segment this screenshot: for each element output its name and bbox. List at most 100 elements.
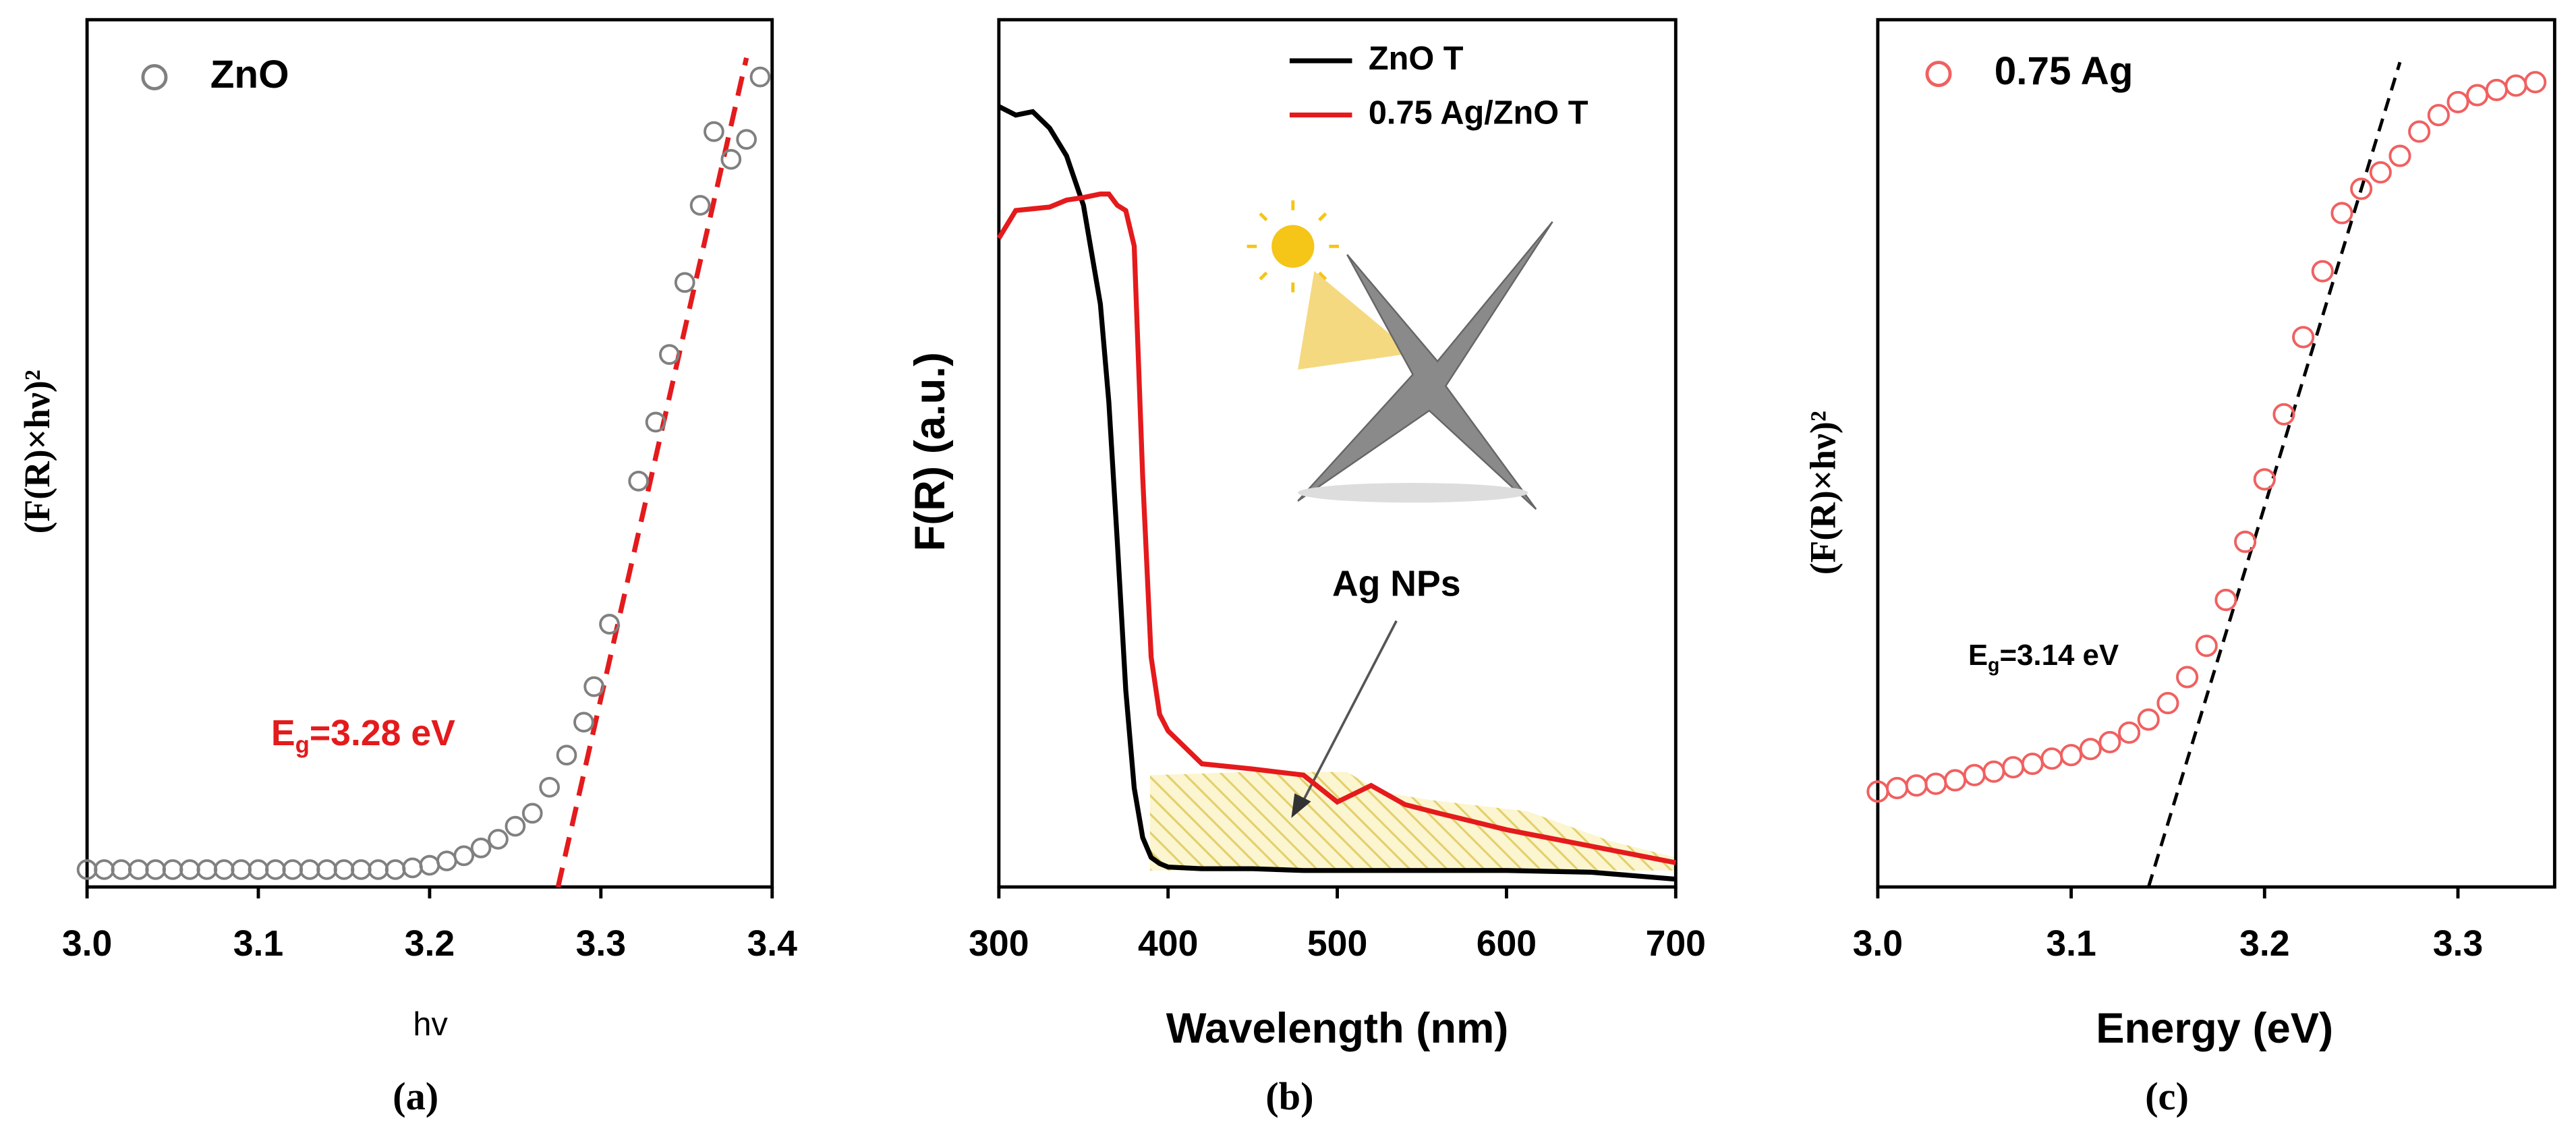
inset-illustration	[1247, 200, 1553, 510]
point	[573, 711, 594, 733]
point	[2021, 752, 2044, 776]
point	[556, 745, 577, 766]
point	[231, 859, 252, 880]
annotation-rest: =3.28 eV	[310, 713, 455, 753]
point	[583, 676, 605, 697]
x-tick-label: 300	[969, 923, 1029, 964]
x-tick-label: 600	[1477, 923, 1537, 964]
x-axis-label: Energy (eV)	[2096, 1005, 2333, 1052]
panel-label: (b)	[1265, 1074, 1313, 1118]
x-tick-label: 400	[1138, 923, 1198, 964]
point	[213, 859, 235, 880]
point	[2253, 468, 2276, 491]
x-tick-label: 500	[1307, 923, 1367, 964]
annotation-arrow	[1300, 620, 1398, 806]
legend-marker	[1925, 61, 1952, 88]
point	[333, 859, 355, 880]
point	[1963, 763, 1986, 786]
point	[265, 859, 286, 880]
point	[2505, 74, 2527, 97]
point	[1943, 769, 1967, 792]
point	[2098, 730, 2121, 753]
point	[162, 859, 183, 880]
point	[94, 859, 115, 880]
point	[145, 859, 166, 880]
point	[749, 66, 771, 88]
annotation: Ag NPs	[1332, 564, 1461, 604]
annotation-main: E	[1968, 639, 1988, 672]
point	[453, 845, 475, 867]
point	[196, 859, 218, 880]
legend-label: 0.75 Ag/ZnO T	[1369, 94, 1588, 131]
x-tick-label: 3.3	[576, 923, 626, 964]
point	[179, 859, 200, 880]
annotation-rest: =3.14 eV	[1999, 639, 2119, 672]
point	[1885, 777, 1909, 800]
legend-label: ZnO	[210, 53, 289, 96]
x-tick-label: 3.4	[747, 923, 797, 964]
point	[2272, 403, 2295, 426]
x-tick-label: 3.1	[2046, 923, 2096, 964]
point	[127, 859, 149, 880]
point	[282, 859, 304, 880]
point	[111, 859, 132, 880]
point	[2040, 747, 2063, 770]
point	[2292, 326, 2315, 349]
point	[419, 854, 440, 876]
fit-line	[555, 57, 749, 888]
point	[1924, 772, 1947, 795]
x-axis-label: hv	[413, 1006, 448, 1043]
point	[2195, 635, 2218, 658]
point	[736, 129, 757, 150]
point	[689, 195, 711, 216]
annotation: Eg=3.14 eV	[1968, 639, 2119, 676]
point	[1905, 774, 1928, 797]
point	[505, 815, 526, 837]
point	[316, 859, 337, 880]
point	[2079, 738, 2102, 761]
point	[2427, 104, 2450, 127]
point	[2350, 177, 2373, 200]
point	[384, 859, 406, 880]
arrow-head	[1291, 793, 1311, 818]
point	[2524, 71, 2547, 94]
point	[628, 471, 650, 492]
point	[2137, 708, 2160, 731]
point	[2002, 756, 2025, 779]
point	[2466, 84, 2489, 107]
point	[248, 859, 269, 880]
legend-marker	[141, 63, 168, 90]
point	[2485, 78, 2508, 101]
point	[674, 272, 695, 293]
plot-frame	[85, 18, 774, 889]
plot-frame	[997, 18, 1678, 889]
point	[521, 803, 543, 824]
point	[2388, 144, 2411, 167]
point	[704, 121, 724, 142]
line	[998, 104, 1676, 882]
point	[488, 829, 509, 850]
legend-label: ZnO T	[1369, 40, 1464, 77]
x-tick-label: 700	[1646, 923, 1706, 964]
x-tick-label: 3.2	[405, 923, 455, 964]
x-tick-label: 3.2	[2239, 923, 2289, 964]
point	[539, 776, 560, 798]
x-tick-label: 3.1	[233, 923, 283, 964]
line	[996, 192, 1676, 865]
hatched-area	[1149, 772, 1676, 871]
x-tick-label: 3.0	[62, 923, 112, 964]
y-axis-label: (F(R)×hν)²	[1803, 411, 1843, 575]
point	[2446, 90, 2469, 113]
point	[299, 859, 320, 880]
point	[645, 411, 666, 433]
panel-label: (a)	[393, 1074, 438, 1118]
point	[2330, 202, 2353, 225]
y-axis-label: F(R) (a.u.)	[907, 352, 954, 551]
point	[402, 857, 423, 879]
point	[368, 859, 389, 880]
point	[2176, 666, 2199, 689]
point	[470, 837, 492, 859]
x-tick-label: 3.0	[1853, 923, 1903, 964]
point	[2214, 588, 2237, 612]
panel-label: (c)	[2145, 1074, 2189, 1118]
